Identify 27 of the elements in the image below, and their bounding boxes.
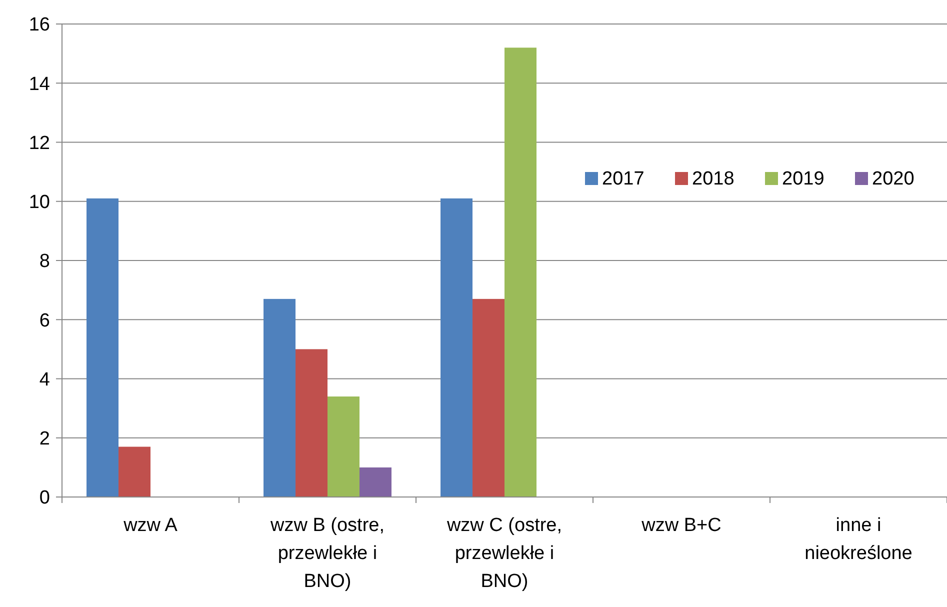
legend-label: 2019 [782, 168, 824, 190]
y-tick-label: 14 [28, 74, 50, 95]
y-tick-label: 8 [39, 251, 50, 272]
x-tick-label: wzw A [122, 515, 178, 536]
y-tick-label: 10 [28, 192, 50, 214]
bar [296, 349, 328, 497]
bar [264, 298, 296, 497]
legend-label: 2018 [692, 168, 734, 190]
bar [86, 198, 119, 497]
y-tick-label: 16 [28, 14, 50, 36]
y-tick-label: 6 [39, 310, 50, 332]
bar [359, 467, 392, 497]
bar [504, 48, 536, 497]
x-tick-label: wzw C (ostre, przewlekłe i BNO) [446, 515, 562, 592]
legend-label: 2017 [602, 168, 644, 190]
bar [118, 446, 150, 497]
bar [472, 298, 504, 497]
y-tick-label: 4 [39, 369, 50, 390]
y-tick-label: 2 [39, 428, 50, 450]
x-tick-label: wzw B (ostre, przewlekłe i BNO) [269, 515, 385, 592]
y-tick-label: 12 [28, 132, 50, 154]
legend-label: 2020 [872, 168, 914, 190]
bar [440, 198, 473, 497]
bar [328, 396, 360, 497]
x-tick-label: inne i nieokreślone [804, 515, 912, 564]
x-tick-label: wzw B+C [640, 515, 722, 536]
y-tick-label: 0 [39, 488, 50, 509]
